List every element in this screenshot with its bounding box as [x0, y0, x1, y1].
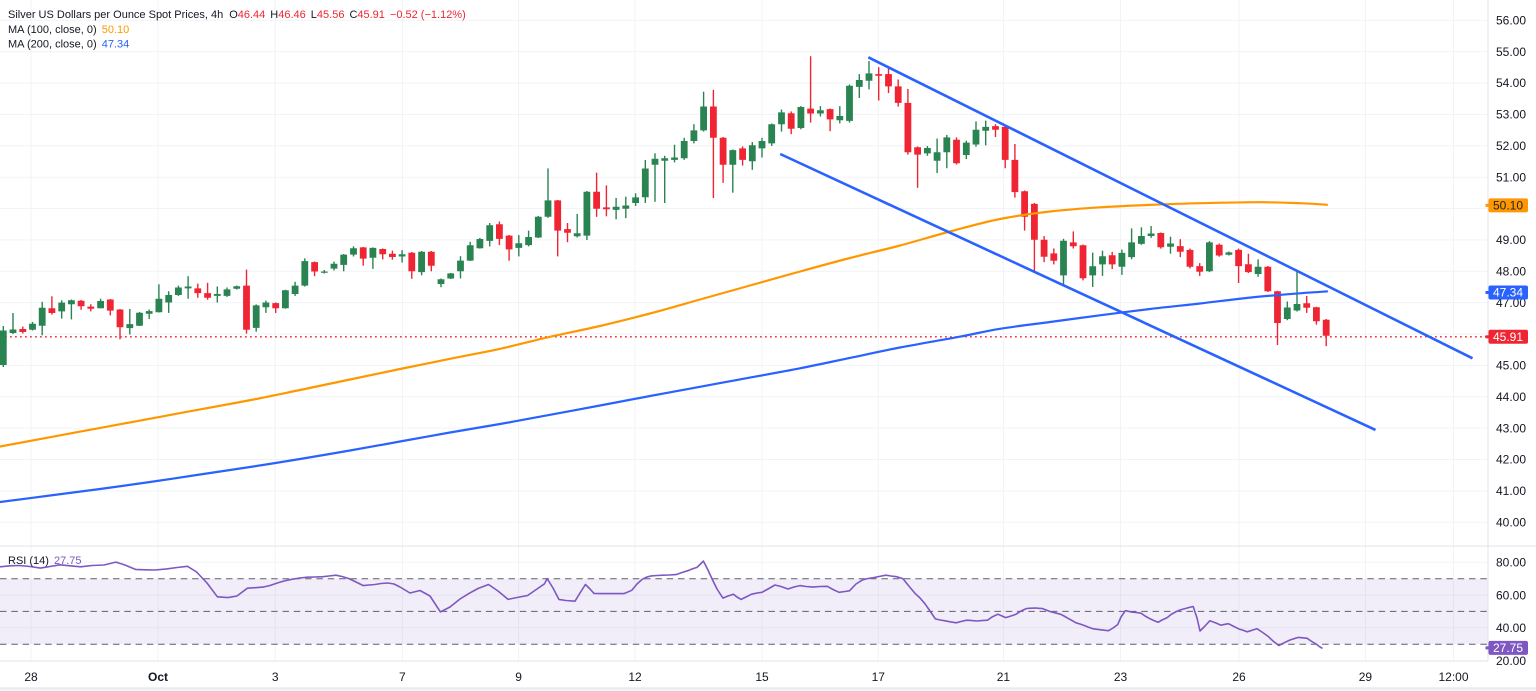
svg-text:26: 26: [1232, 670, 1246, 684]
svg-text:60.00: 60.00: [1496, 588, 1526, 602]
svg-text:51.00: 51.00: [1496, 170, 1526, 184]
svg-text:45.91: 45.91: [1493, 330, 1523, 344]
svg-text:52.00: 52.00: [1496, 139, 1526, 153]
svg-text:49.00: 49.00: [1496, 233, 1526, 247]
svg-text:12: 12: [628, 670, 642, 684]
svg-text:Oct: Oct: [148, 670, 168, 684]
svg-text:MA (200, close, 0) 47.34: MA (200, close, 0) 47.34: [8, 39, 129, 51]
svg-text:55.00: 55.00: [1496, 45, 1526, 59]
svg-text:20.00: 20.00: [1496, 654, 1526, 668]
svg-text:54.00: 54.00: [1496, 76, 1526, 90]
svg-text:50.10: 50.10: [1493, 199, 1523, 213]
svg-text:48.00: 48.00: [1496, 265, 1526, 279]
svg-text:12:00: 12:00: [1438, 670, 1468, 684]
svg-text:9: 9: [515, 670, 522, 684]
svg-text:RSI (14) 27.75: RSI (14) 27.75: [8, 555, 82, 567]
svg-text:47.34: 47.34: [1493, 286, 1523, 300]
svg-text:MA (100, close, 0) 50.10: MA (100, close, 0) 50.10: [8, 24, 129, 36]
svg-text:43.00: 43.00: [1496, 421, 1526, 435]
svg-text:40.00: 40.00: [1496, 621, 1526, 635]
svg-text:15: 15: [755, 670, 769, 684]
svg-text:Silver US Dollars per Ounce Sp: Silver US Dollars per Ounce Spot Prices,…: [8, 9, 466, 21]
svg-text:53.00: 53.00: [1496, 108, 1526, 122]
svg-text:45.00: 45.00: [1496, 359, 1526, 373]
svg-text:28: 28: [24, 670, 38, 684]
svg-text:21: 21: [997, 670, 1011, 684]
svg-text:7: 7: [399, 670, 406, 684]
svg-text:27.75: 27.75: [1493, 641, 1523, 655]
svg-text:17: 17: [872, 670, 886, 684]
svg-text:56.00: 56.00: [1496, 14, 1526, 28]
svg-text:3: 3: [272, 670, 279, 684]
svg-text:80.00: 80.00: [1496, 556, 1526, 570]
svg-text:40.00: 40.00: [1496, 515, 1526, 529]
svg-text:29: 29: [1359, 670, 1373, 684]
svg-text:23: 23: [1114, 670, 1128, 684]
svg-text:42.00: 42.00: [1496, 453, 1526, 467]
svg-text:41.00: 41.00: [1496, 484, 1526, 498]
svg-text:44.00: 44.00: [1496, 390, 1526, 404]
